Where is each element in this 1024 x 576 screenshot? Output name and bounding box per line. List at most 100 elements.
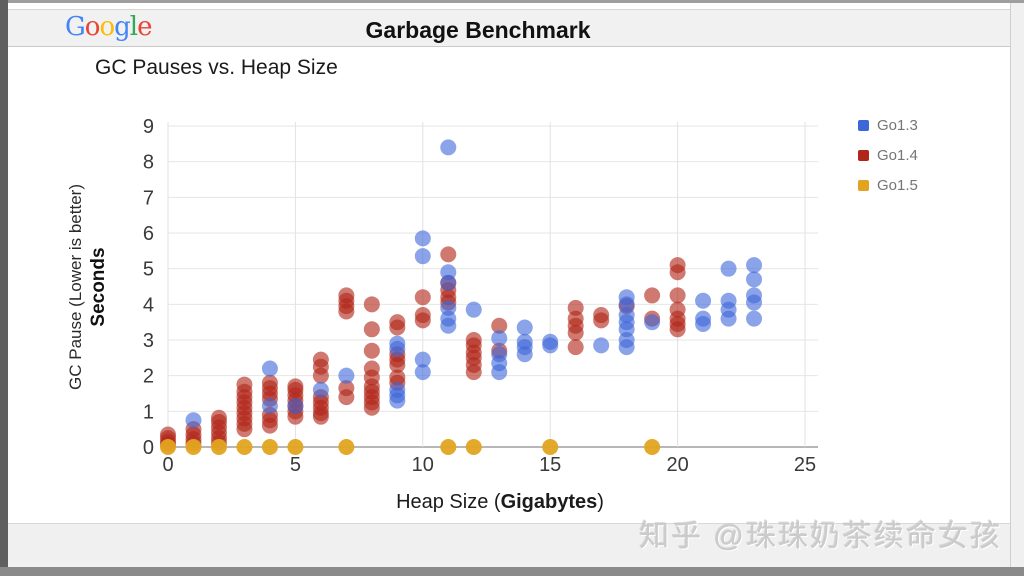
data-point-Go1.4 [567, 339, 584, 356]
data-point-Go1.3 [695, 315, 712, 332]
data-point-Go1.5 [160, 439, 176, 455]
data-point-Go1.3 [440, 139, 457, 156]
data-point-Go1.3 [491, 330, 508, 347]
x-axis-title-pre: Heap Size ( [396, 491, 501, 513]
data-point-Go1.4 [414, 289, 431, 306]
data-point-Go1.3 [465, 301, 482, 318]
y-tick-label: 8 [143, 152, 154, 174]
data-point-Go1.3 [440, 317, 457, 334]
y-axis-title: GC Pause (Lower is better) Seconds [65, 184, 111, 390]
data-point-Go1.4 [363, 321, 380, 338]
y-tick-label: 5 [143, 259, 154, 281]
x-tick-label: 25 [794, 454, 816, 476]
data-point-Go1.3 [414, 351, 431, 368]
screen-edge-left [0, 0, 8, 576]
data-point-Go1.3 [261, 360, 278, 377]
watermark: 知乎 @珠珠奶茶续命女孩 [639, 520, 1002, 553]
legend-item-Go1.4: Go1.4 [858, 147, 918, 164]
data-point-Go1.4 [363, 342, 380, 359]
data-point-Go1.4 [210, 409, 227, 426]
google-logo-letter: G [65, 12, 86, 42]
data-point-Go1.3 [440, 274, 457, 291]
slide-footer-band [8, 523, 1010, 568]
google-logo-letter: o [99, 12, 115, 42]
x-axis-title-bold: Gigabytes [500, 491, 598, 513]
google-logo-letter: g [114, 12, 131, 42]
y-tick-label: 6 [143, 223, 154, 245]
data-point-Go1.5 [185, 439, 202, 455]
data-point-Go1.4 [440, 246, 457, 263]
data-point-Go1.3 [287, 397, 304, 414]
slide-header-bar: Google Garbage Benchmark [8, 9, 1010, 47]
data-point-Go1.3 [338, 367, 355, 384]
data-point-Go1.3 [542, 337, 559, 354]
x-tick-label: 0 [162, 454, 173, 476]
data-point-Go1.5 [465, 439, 482, 455]
x-tick-label: 5 [290, 454, 301, 476]
data-point-Go1.3 [516, 319, 533, 336]
data-point-Go1.4 [389, 314, 406, 331]
data-point-Go1.4 [160, 426, 176, 443]
google-logo-letter: l [129, 12, 138, 42]
data-point-Go1.4 [312, 351, 329, 368]
data-point-Go1.3 [312, 381, 329, 398]
data-point-Go1.3 [695, 292, 712, 309]
y-tick-label: 0 [143, 437, 154, 459]
data-point-Go1.4 [363, 296, 380, 313]
screen-edge-bottom [0, 567, 1024, 576]
legend-label: Go1.4 [877, 147, 918, 164]
data-point-Go1.3 [389, 340, 406, 357]
y-axis-title-line2: Seconds [88, 247, 110, 327]
data-point-Go1.3 [414, 364, 431, 381]
legend-label: Go1.3 [877, 117, 918, 134]
data-point-Go1.5 [542, 439, 559, 455]
data-point-Go1.3 [720, 260, 737, 277]
x-tick-label: 10 [412, 454, 434, 476]
data-point-Go1.3 [261, 397, 278, 414]
legend-item-Go1.5: Go1.5 [858, 177, 918, 194]
data-point-Go1.3 [746, 294, 763, 311]
legend-swatch [858, 150, 869, 161]
data-point-Go1.5 [210, 439, 227, 455]
x-tick-label: 15 [539, 454, 561, 476]
data-point-Go1.3 [516, 346, 533, 363]
screen-edge-right [1010, 0, 1024, 567]
data-point-Go1.4 [491, 317, 508, 334]
google-logo-letter: o [84, 12, 101, 42]
google-logo: Google [65, 12, 152, 42]
data-point-Go1.5 [261, 439, 278, 455]
data-point-Go1.3 [746, 310, 763, 327]
y-tick-label: 9 [143, 116, 154, 138]
legend-label: Go1.5 [877, 177, 918, 194]
data-point-Go1.3 [185, 412, 202, 429]
google-logo-letter: e [137, 12, 152, 42]
y-tick-label: 3 [143, 330, 154, 352]
data-point-Go1.3 [593, 337, 610, 354]
y-tick-label: 2 [143, 366, 154, 388]
data-point-Go1.4 [644, 287, 661, 304]
data-point-Go1.5 [287, 439, 304, 455]
data-point-Go1.4 [669, 287, 686, 304]
x-tick-label: 20 [666, 454, 688, 476]
data-point-Go1.4 [338, 287, 355, 304]
data-point-Go1.3 [491, 364, 508, 381]
y-tick-label: 1 [143, 401, 154, 423]
y-tick-label: 4 [143, 294, 154, 316]
chart-title: GC Pauses vs. Heap Size [95, 56, 338, 79]
data-point-Go1.4 [287, 378, 304, 395]
data-point-Go1.4 [363, 360, 380, 377]
data-point-Go1.4 [261, 374, 278, 391]
y-axis-title-line1: GC Pause (Lower is better) [66, 184, 86, 390]
data-point-Go1.4 [236, 376, 253, 393]
data-point-Go1.4 [567, 299, 584, 316]
data-point-Go1.4 [414, 307, 431, 324]
chart-legend: Go1.3 Go1.4 Go1.5 [858, 117, 918, 207]
data-point-Go1.4 [669, 257, 686, 274]
data-point-Go1.3 [644, 314, 661, 331]
data-point-Go1.4 [593, 307, 610, 324]
data-point-Go1.4 [389, 369, 406, 386]
data-point-Go1.4 [669, 301, 686, 318]
data-point-Go1.3 [414, 248, 431, 265]
data-point-Go1.4 [338, 380, 355, 397]
